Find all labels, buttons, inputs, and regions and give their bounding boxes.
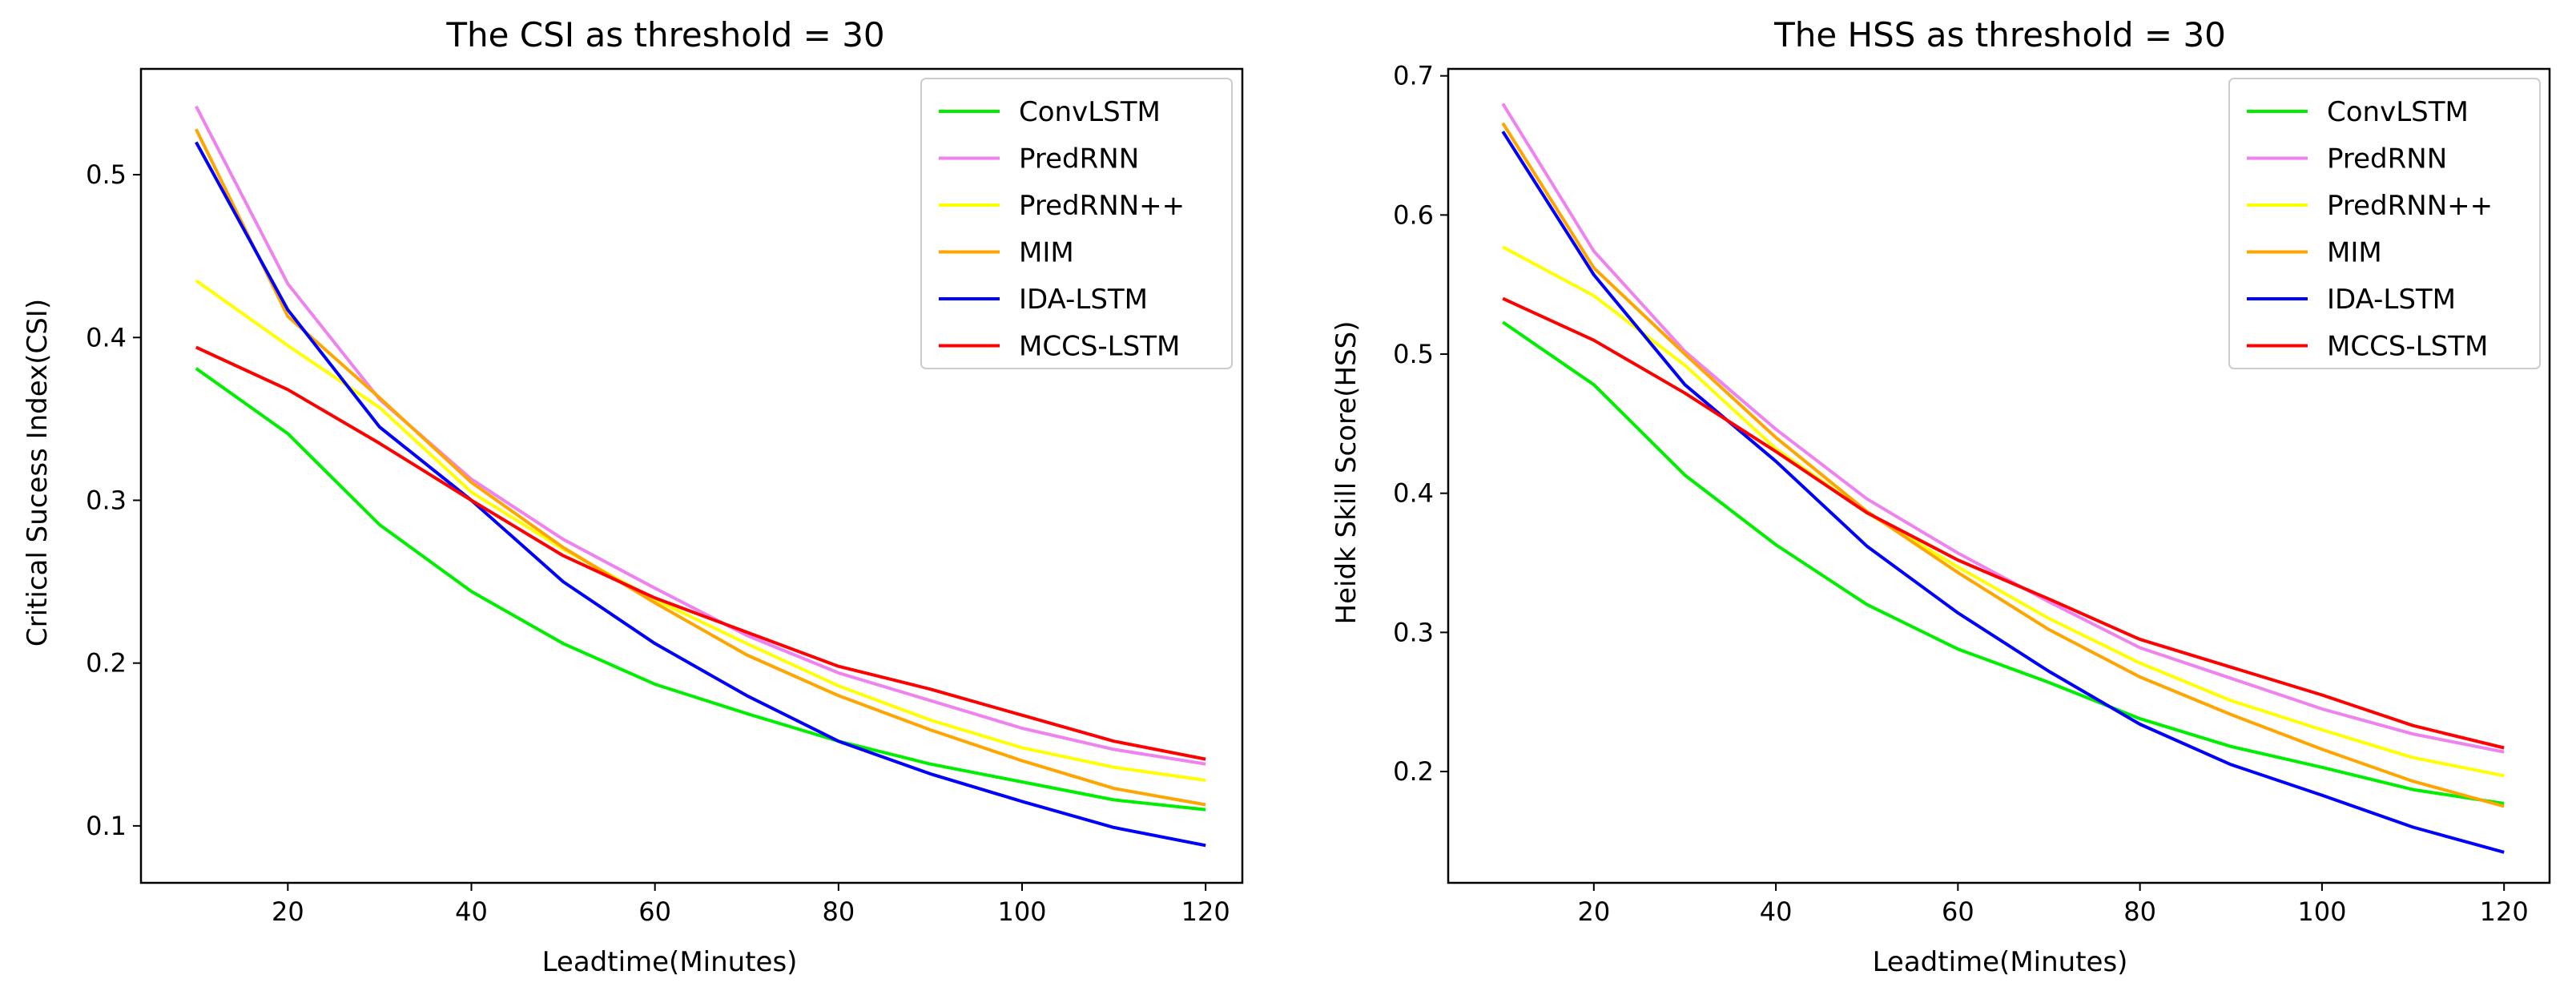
hss-legend-label: MCCS-LSTM [2327,331,2488,363]
hss-series-predrnn [1501,103,2505,754]
csi-chart-ticks: 20 40 60 80 100 120 0.1 0.2 0.3 0.4 0.5 [86,159,1230,927]
csi-series-predrnn [195,105,1206,766]
csi-series-mim [195,128,1206,807]
csi-chart-ylabel: Critical Sucess Index(CSI) [22,299,54,647]
hss-xtick-label: 120 [2480,896,2529,927]
csi-legend-label: PredRNN++ [1019,190,1185,222]
csi-ytick-label: 0.2 [86,648,127,679]
hss-ytick-label: 0.5 [1393,339,1434,369]
csi-xtick-label: 20 [272,896,304,927]
hss-chart-lines [1501,103,2505,854]
hss-legend-box [2228,78,2541,369]
hss-chart-xlabel: Leadtime(Minutes) [1873,946,2128,978]
csi-series-predrnn [195,279,1206,782]
csi-ytick-label: 0.1 [86,811,127,841]
hss-series-mccs-lstm [1502,296,2505,750]
hss-ytick-label: 0.6 [1393,199,1434,230]
csi-ytick-label: 0.5 [86,159,127,190]
hss-xtick-label: 60 [1942,896,1974,927]
csi-series-mccs-lstm [195,345,1206,761]
hss-legend-label: PredRNN [2327,143,2447,175]
csi-series-convlstm [195,367,1206,812]
hss-ytick-label: 0.2 [1393,756,1434,787]
csi-ytick-label: 0.4 [86,322,127,352]
hss-legend-label: ConvLSTM [2327,96,2469,128]
csi-xtick-label: 40 [455,896,488,927]
csi-xtick-label: 60 [638,896,671,927]
hss-series-mim [1501,122,2505,808]
hss-legend-label: IDA-LSTM [2327,284,2456,316]
hss-series-ida-lstm [1501,131,2505,854]
csi-series-ida-lstm [195,141,1206,848]
csi-legend-label: IDA-LSTM [1019,284,1148,316]
hss-chart-ylabel: Heidk Skill Score(HSS) [1330,321,1362,625]
hss-chart: The HSS as threshold = 30 Leadtime(Minut… [1330,15,2551,978]
csi-chart: The CSI as threshold = 30 Leadtime(Minut… [22,15,1244,978]
hss-chart-title: The HSS as threshold = 30 [1773,15,2226,54]
csi-xtick-label: 80 [822,896,855,927]
csi-legend-label: MCCS-LSTM [1019,331,1180,363]
csi-chart-frame [139,67,1244,884]
hss-legend-label: MIM [2327,237,2382,269]
hss-xtick-label: 20 [1577,896,1610,927]
csi-chart-title: The CSI as threshold = 30 [445,15,884,54]
csi-legend-label: PredRNN [1019,143,1139,175]
hss-ytick-label: 0.3 [1393,617,1434,647]
hss-legend-label: PredRNN++ [2327,190,2493,222]
csi-ytick-label: 0.3 [86,485,127,515]
hss-xtick-label: 40 [1760,896,1793,927]
csi-xtick-label: 100 [997,896,1046,927]
hss-xtick-label: 80 [2123,896,2156,927]
hss-chart-frame [1447,67,2551,884]
csi-xtick-label: 120 [1181,896,1230,927]
csi-chart-lines [195,105,1206,848]
csi-chart-xlabel: Leadtime(Minutes) [542,946,798,978]
hss-series-predrnn [1502,245,2505,778]
hss-ytick-label: 0.7 [1393,61,1434,91]
csi-legend-label: MIM [1019,237,1074,269]
hss-ytick-label: 0.4 [1393,478,1434,509]
hss-chart-ticks: 20 40 60 80 100 120 0.2 0.3 0.4 0.5 0.6 0.7 [1393,61,2529,927]
hss-chart-legend: ConvLSTM PredRNN PredRNN++ MIM IDA-LSTM MCCS-… [2228,78,2541,369]
csi-chart-legend: ConvLSTM PredRNN PredRNN++ MIM IDA-LSTM MCCS-… [920,78,1233,369]
csi-legend-box [920,78,1233,369]
hss-xtick-label: 100 [2297,896,2346,927]
csi-legend-label: ConvLSTM [1019,96,1161,128]
hss-series-convlstm [1502,320,2505,805]
